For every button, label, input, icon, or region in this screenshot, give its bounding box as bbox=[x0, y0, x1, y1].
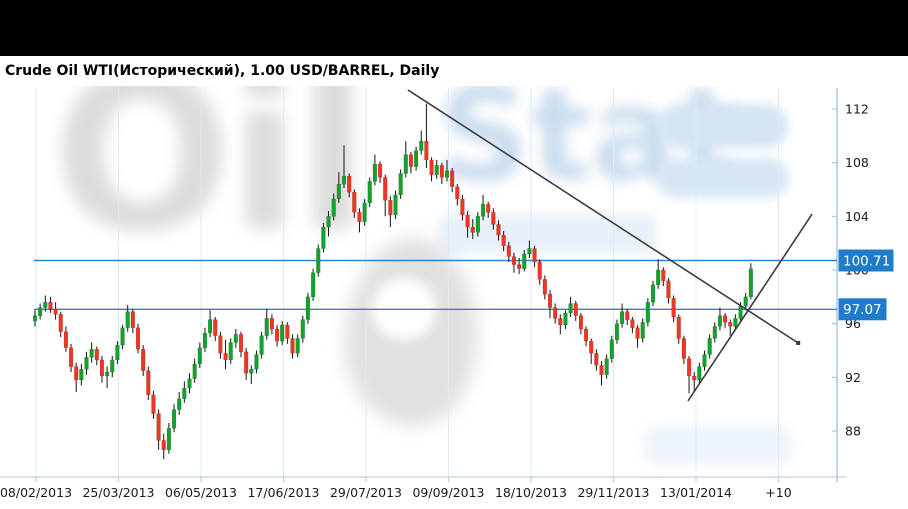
trend-lines[interactable] bbox=[407, 89, 813, 402]
y-tick-label: 108 bbox=[845, 155, 869, 170]
y-tick-label: 104 bbox=[845, 209, 869, 224]
grid-vertical bbox=[35, 88, 779, 482]
x-tick-label: 08/02/2013 bbox=[0, 485, 72, 500]
price-badge bbox=[838, 298, 887, 321]
price-badge-label: 100.71 bbox=[843, 253, 890, 269]
x-tick-label: 17/06/2013 bbox=[247, 485, 319, 500]
trendline-handle bbox=[796, 341, 801, 345]
y-tick-label: 112 bbox=[845, 102, 869, 117]
trendline-descending-resistance bbox=[407, 89, 799, 344]
price-badges: 100.71 97.07 bbox=[838, 249, 894, 321]
y-tick-label: 88 bbox=[845, 424, 861, 439]
x-axis-labels: 08/02/2013 25/03/2013 06/05/2013 17/06/2013… bbox=[0, 485, 792, 500]
chart-header: Crude Oil WTI(Исторический), 1.00 USD/BA… bbox=[0, 56, 908, 86]
chart-title: Crude Oil WTI(Исторический), 1.00 USD/BA… bbox=[5, 63, 440, 79]
x-tick-label: 06/05/2013 bbox=[165, 485, 237, 500]
price-lines[interactable] bbox=[34, 259, 837, 310]
x-tick-label: 13/01/2014 bbox=[660, 485, 732, 500]
x-tick-label: 25/03/2013 bbox=[82, 485, 154, 500]
top-black-bar bbox=[0, 0, 908, 56]
price-badge bbox=[838, 249, 894, 272]
axes bbox=[0, 88, 846, 482]
y-tick-label: 92 bbox=[845, 370, 861, 385]
x-tick-label: 29/11/2013 bbox=[577, 485, 649, 500]
x-tick-label: +10 bbox=[765, 485, 791, 500]
price-badge-label: 97.07 bbox=[843, 302, 882, 318]
x-tick-label: 29/07/2013 bbox=[330, 485, 402, 500]
x-tick-label: 09/09/2013 bbox=[412, 485, 484, 500]
x-tick-label: 18/10/2013 bbox=[495, 485, 567, 500]
trendline-ascending-support bbox=[687, 213, 813, 402]
candles bbox=[32, 103, 753, 460]
